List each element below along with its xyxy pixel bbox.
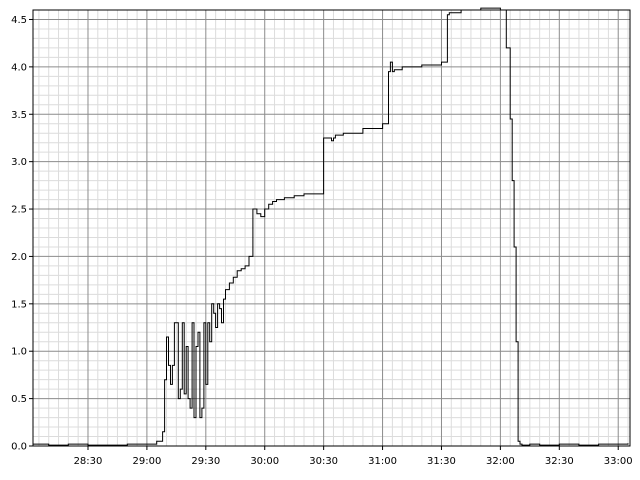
y-tick-label: 0.5 [11,394,27,405]
x-axis: 28:30 29:00 29:30 30:00 30:30 31:00 31:30 32:00… [74,446,633,467]
y-tick-label: 4.0 [11,62,27,73]
x-tick-label: 29:30 [191,456,220,467]
y-tick-label: 0.0 [11,442,27,453]
y-tick-label: 2.5 [11,205,27,216]
x-tick-label: 33:00 [604,456,633,467]
y-tick-label: 2.0 [11,252,27,263]
y-tick-label: 1.5 [11,299,27,310]
x-tick-label: 31:30 [427,456,456,467]
y-axis: 0.0 0.5 1.0 1.5 2.0 2.5 3.0 3.5 4.0 4.5 [11,15,33,453]
x-tick-label: 30:00 [250,456,279,467]
y-tick-label: 4.5 [11,15,27,26]
x-tick-label: 29:00 [132,456,161,467]
minor-grid [33,10,630,446]
y-tick-label: 3.5 [11,110,27,121]
y-tick-label: 3.0 [11,157,27,168]
x-tick-label: 32:30 [545,456,574,467]
plot-frame [32,9,631,447]
x-tick-label: 32:00 [486,456,515,467]
x-tick-label: 30:30 [309,456,338,467]
x-tick-label: 31:00 [368,456,397,467]
major-grid [33,10,630,446]
x-tick-label: 28:30 [74,456,103,467]
y-tick-label: 1.0 [11,347,27,358]
